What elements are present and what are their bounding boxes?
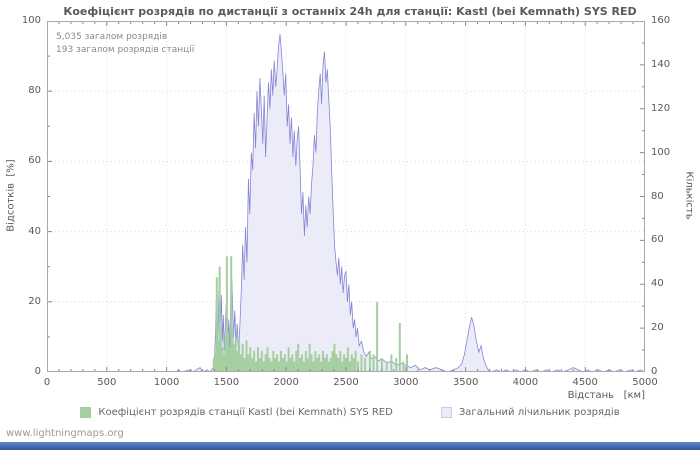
plot-canvas <box>47 21 646 373</box>
x-tick-label: 3500 <box>452 377 479 388</box>
y-left-tick-label: 60 <box>28 155 41 167</box>
y-left-tick-label: 40 <box>28 225 41 237</box>
y-right-tick-label: 0 <box>651 366 658 377</box>
y-right-tick-label: 140 <box>651 58 671 70</box>
y-right-tick-label: 80 <box>651 190 664 202</box>
legend-label-station-ratio: Коефіцієнт розрядів станції Kastl (bei K… <box>98 407 393 418</box>
legend-label-total-counter: Загальний лічильник розрядів <box>458 407 620 418</box>
y-axis-label-right: Кількість <box>683 171 695 220</box>
y-right-tick-label: 20 <box>651 322 664 334</box>
x-tick-label: 4500 <box>572 377 598 388</box>
y-right-tick-label: 40 <box>651 278 664 290</box>
x-tick-label: 5000 <box>632 377 658 388</box>
x-tick-label: 4000 <box>512 377 539 388</box>
plot-area: 5,035 загалом розрядів 193 загалом розря… <box>47 21 646 401</box>
x-tick-label: 1500 <box>213 377 240 388</box>
chart-legend: Коефіцієнт розрядів станції Kastl (bei K… <box>0 407 700 418</box>
watermark-text: www.lightningmaps.org <box>6 428 124 439</box>
y-left-tick-label: 80 <box>28 85 41 97</box>
legend-swatch-green <box>80 407 92 418</box>
y-left-tick-label: 20 <box>28 295 41 307</box>
y-right-tick-label: 160 <box>651 15 671 26</box>
legend-swatch-lavender <box>440 407 452 418</box>
y-axis-label-left: Відсотків [%] <box>5 159 17 232</box>
bottom-brand-bar <box>0 442 700 450</box>
x-tick-label: 500 <box>97 377 117 388</box>
y-left-tick-label: 0 <box>34 366 41 377</box>
y-left-tick-label: 100 <box>21 15 41 26</box>
x-tick-label: 2500 <box>333 377 359 388</box>
x-tick-label: 0 <box>43 377 51 388</box>
annotation-total-strokes: 5,035 загалом розрядів <box>56 32 168 42</box>
x-axis-label: Відстань [км] <box>567 390 645 401</box>
annotation-station-strokes: 193 загалом розрядів станції <box>56 45 195 55</box>
x-tick-label: 2000 <box>273 377 299 388</box>
x-tick-label: 1000 <box>153 377 180 388</box>
chart-title: Коефіцієнт розрядів по дистанції з остан… <box>63 5 637 18</box>
x-tick-label: 3000 <box>393 377 419 388</box>
legend-item-total-counter: Загальний лічильник розрядів <box>440 407 620 418</box>
y-right-tick-label: 100 <box>651 146 671 158</box>
legend-item-station-ratio: Коефіцієнт розрядів станції Kastl (bei K… <box>80 407 393 418</box>
y-right-tick-label: 60 <box>651 234 664 246</box>
y-right-tick-label: 120 <box>651 102 671 114</box>
